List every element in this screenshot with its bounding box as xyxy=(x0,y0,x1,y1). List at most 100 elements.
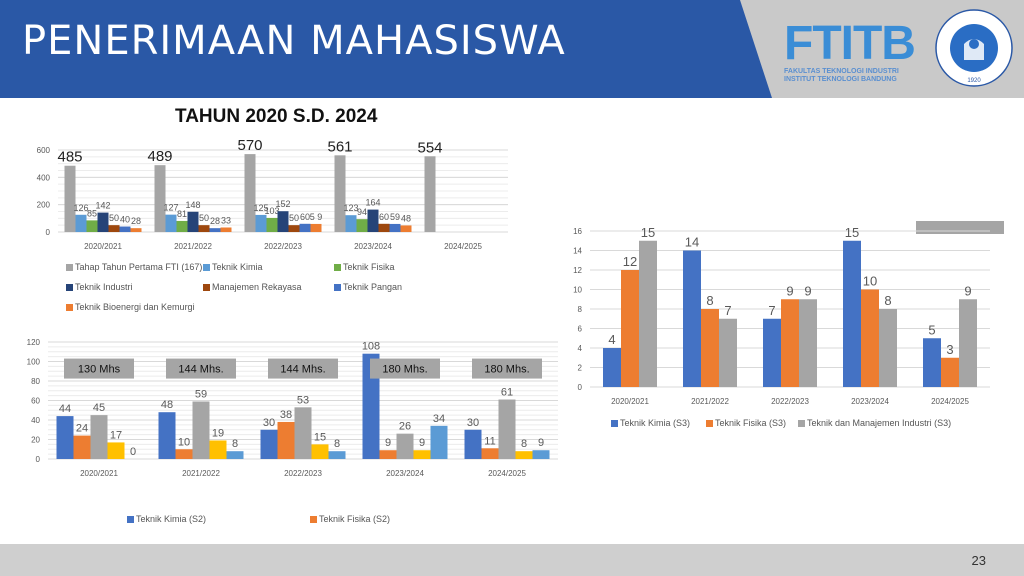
legend-label: Teknik Bioenergi dan Kemurgi xyxy=(75,302,195,312)
data-label: 10 xyxy=(863,274,877,289)
annotation-box xyxy=(166,358,236,379)
data-label: 28 xyxy=(210,216,220,226)
data-label: 127 xyxy=(163,203,178,213)
data-label: 24 xyxy=(76,423,88,435)
x-tick-label: 2022/2023 xyxy=(771,397,809,406)
data-label: 38 xyxy=(280,409,292,421)
y-tick-label: 16 xyxy=(573,227,582,236)
data-label: 485 xyxy=(57,149,82,166)
bar xyxy=(158,412,176,459)
bar xyxy=(277,211,289,232)
x-tick-label: 2021/2022 xyxy=(691,397,729,406)
data-label: 0 xyxy=(130,446,136,458)
chart1-legend: Tahap Tahun Pertama FTI (167) Teknik Kim… xyxy=(66,262,466,322)
y-tick-label: 0 xyxy=(46,228,51,237)
legend-item: Teknik Bioenergi dan Kemurgi xyxy=(66,302,195,312)
legend-item: Manajemen Rekayasa xyxy=(203,282,302,292)
bar xyxy=(959,299,977,387)
legend-label: Teknik Fisika xyxy=(343,262,395,272)
x-tick-label: 2022/2023 xyxy=(264,242,302,251)
data-label: 17 xyxy=(110,429,122,441)
data-label: 59 xyxy=(390,212,400,222)
bar xyxy=(220,227,232,232)
y-tick-label: 0 xyxy=(36,455,41,464)
data-label: 9 xyxy=(385,437,391,449)
data-label: 34 xyxy=(433,413,445,425)
data-label: 33 xyxy=(221,215,231,225)
bar xyxy=(430,425,448,459)
data-label: 15 xyxy=(845,225,859,240)
data-label: 9 xyxy=(786,283,793,298)
legend-item: Teknik Fisika xyxy=(334,262,395,272)
data-label: 45 xyxy=(93,402,105,414)
legend-item: Teknik Fisika (S2) xyxy=(310,514,390,524)
chart-enrollment-s3: 02468101214162020/2021412152021/20221487… xyxy=(573,225,990,406)
x-tick-label: 2021/2022 xyxy=(182,469,220,478)
bar xyxy=(107,442,125,459)
legend-item: Teknik Fisika (S3) xyxy=(706,418,786,428)
ftitb-logo: FTITB xyxy=(784,17,916,70)
bar xyxy=(75,214,87,232)
annotation-label: 144 Mhs. xyxy=(280,364,325,376)
x-tick-label: 2020/2021 xyxy=(84,242,122,251)
annotation-label: 144 Mhs. xyxy=(178,364,223,376)
bar xyxy=(879,309,897,387)
legend-swatch xyxy=(798,420,805,428)
legend-label: Teknik Kimia (S3) xyxy=(620,418,691,428)
data-label: 125 xyxy=(253,203,268,213)
bar xyxy=(345,215,357,232)
y-tick-label: 4 xyxy=(578,344,583,353)
data-label: 59 xyxy=(195,388,207,400)
data-label: 50 xyxy=(109,213,119,223)
x-tick-label: 2023/2024 xyxy=(354,242,392,251)
logo-subtitle-line-2: INSTITUT TEKNOLOGI BANDUNG xyxy=(784,76,897,83)
legend-item: Teknik Kimia xyxy=(203,262,263,272)
data-label: 26 xyxy=(399,421,411,433)
data-label: 9 xyxy=(419,437,425,449)
legend-swatch xyxy=(334,284,341,292)
bar xyxy=(90,415,108,459)
legend-label: Tahap Tahun Pertama FTI (167) xyxy=(75,262,203,272)
chart2-legend: Teknik Kimia (S2) Teknik Fisika (S2) xyxy=(127,514,527,528)
data-label: 123 xyxy=(343,203,358,213)
y-tick-label: 12 xyxy=(573,266,582,275)
data-label: 142 xyxy=(95,201,110,211)
bar xyxy=(328,451,346,459)
bar xyxy=(639,240,657,387)
x-tick-label: 2023/2024 xyxy=(386,469,424,478)
chart-enrollment-s2: 0 20 40 60 80 100 120 2020/2021 44 24 45 17 0 2021/20… xyxy=(27,338,558,478)
bar xyxy=(400,225,412,232)
data-label: 28 xyxy=(131,216,141,226)
bar xyxy=(498,399,516,459)
bar xyxy=(378,223,390,232)
bar xyxy=(310,223,322,232)
legend-item: Teknik Pangan xyxy=(334,282,402,292)
bar xyxy=(413,450,431,459)
data-label: 8 xyxy=(884,293,891,308)
logo-subtitle: FAKULTAS TEKNOLOGI INDUSTRI INSTITUT TEK… xyxy=(784,68,899,84)
bar xyxy=(367,209,379,232)
legend-label: Teknik dan Manajemen Industri (S3) xyxy=(807,418,952,428)
annotation-box xyxy=(268,358,338,379)
annotation-label: 130 Mhs xyxy=(78,364,121,376)
data-label: 8 xyxy=(232,438,238,450)
data-label: 30 xyxy=(467,417,479,429)
y-tick-label: 80 xyxy=(31,377,40,386)
x-tick-label: 2024/2025 xyxy=(444,242,482,251)
bar xyxy=(288,225,300,232)
x-tick-label: 2024/2025 xyxy=(931,397,969,406)
y-tick-label: 20 xyxy=(31,436,40,445)
bar xyxy=(73,435,91,459)
bar xyxy=(334,155,346,232)
data-label: 3 xyxy=(946,342,953,357)
data-label: 4 xyxy=(608,332,615,347)
data-label: 30 xyxy=(263,417,275,429)
bar xyxy=(56,416,74,459)
y-tick-label: 40 xyxy=(31,416,40,425)
data-label: 148 xyxy=(185,200,200,210)
data-label: 489 xyxy=(147,148,172,165)
legend-label: Manajemen Rekayasa xyxy=(212,282,302,292)
bar xyxy=(299,223,311,232)
bar xyxy=(108,225,120,232)
data-label: 9 xyxy=(804,283,811,298)
